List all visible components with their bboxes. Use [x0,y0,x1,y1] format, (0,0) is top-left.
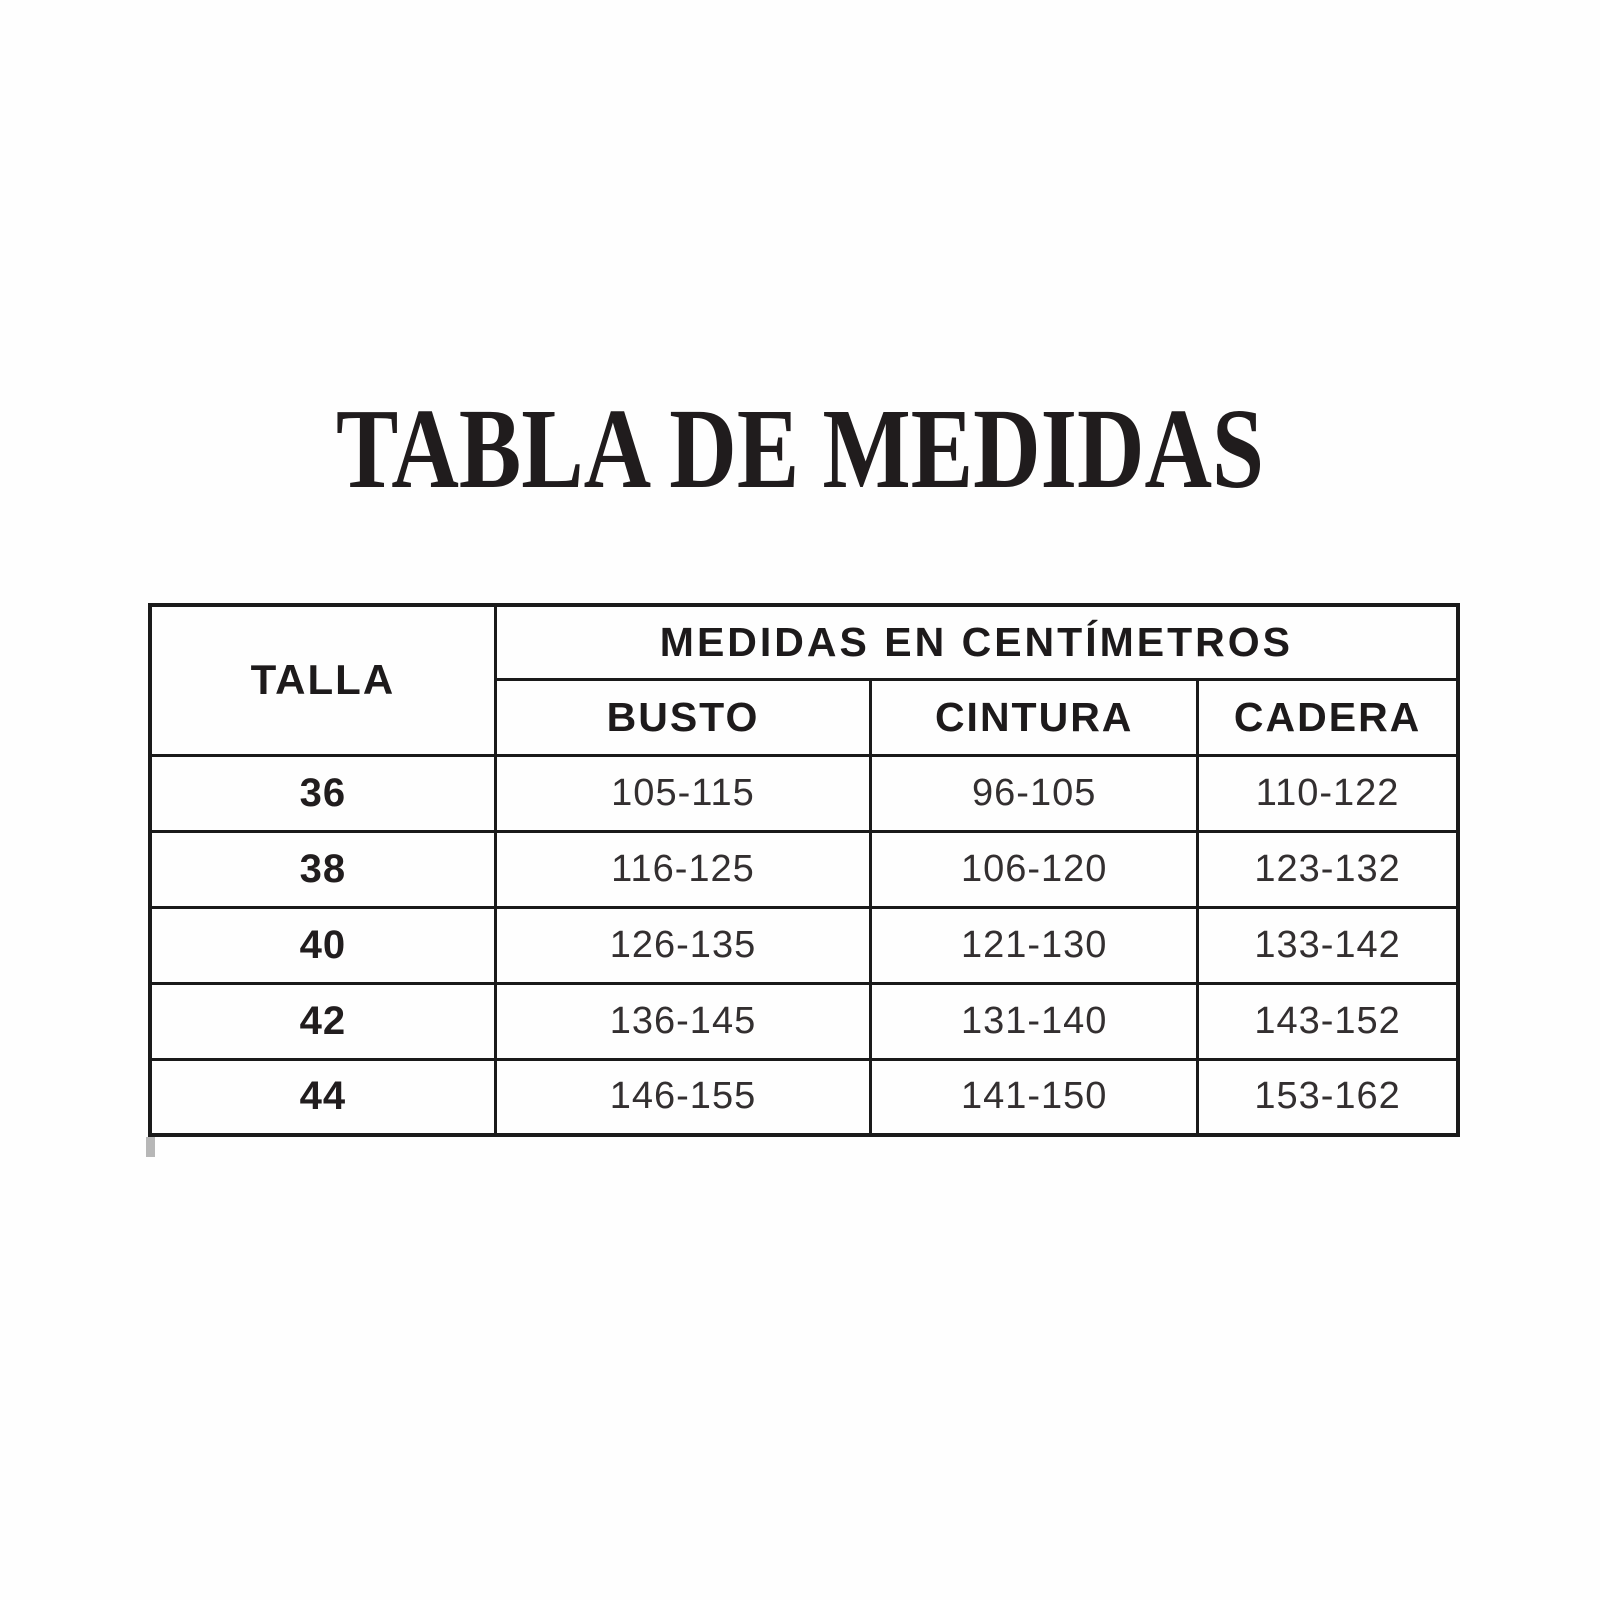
cintura-value: 106-120 [869,829,1200,909]
scan-artifact [146,1137,155,1157]
size-value: 38 [148,829,497,909]
column-header-cintura: CINTURA [869,677,1200,757]
busto-value: 126-135 [493,905,873,985]
busto-value: 136-145 [493,981,873,1061]
table-header-row-sub: BUSTO CINTURA CADERA [150,677,1460,757]
column-header-busto: BUSTO [493,677,873,757]
cintura-value: 141-150 [869,1057,1200,1137]
cintura-value: 131-140 [869,981,1200,1061]
table-header-row-group: TALLA MEDIDAS EN CENTÍMETROS [148,603,1460,757]
busto-value: 116-125 [493,829,873,909]
table-row-size-44: 44 146-155 141-150 153-162 [148,1057,1460,1137]
size-value: 36 [148,753,497,833]
cadera-value: 143-152 [1196,981,1460,1061]
busto-value: 146-155 [493,1057,873,1137]
cadera-value: 153-162 [1196,1057,1460,1137]
table-row-size-38: 38 116-125 106-120 123-132 [148,829,1460,909]
cintura-value: 96-105 [869,753,1200,833]
size-value: 42 [148,981,497,1061]
size-value: 44 [148,1057,497,1137]
page-title: TABLA DE MEDIDAS [335,385,1265,512]
size-value: 40 [148,905,497,985]
size-chart-table: TALLA MEDIDAS EN CENTÍMETROS BUSTO CINTU… [148,603,1460,1137]
table-row-size-36: 36 105-115 96-105 110-122 [148,753,1460,833]
cintura-value: 121-130 [869,905,1200,985]
table-row-size-40: 40 126-135 121-130 133-142 [148,905,1460,985]
column-header-talla: TALLA [148,603,497,757]
cadera-value: 133-142 [1196,905,1460,985]
cadera-value: 123-132 [1196,829,1460,909]
group-header-medidas-en-centimetros: MEDIDAS EN CENTÍMETROS [493,603,1460,681]
cadera-value: 110-122 [1196,753,1460,833]
busto-value: 105-115 [493,753,873,833]
column-header-cadera: CADERA [1196,677,1460,757]
table-row-size-42: 42 136-145 131-140 143-152 [148,981,1460,1061]
